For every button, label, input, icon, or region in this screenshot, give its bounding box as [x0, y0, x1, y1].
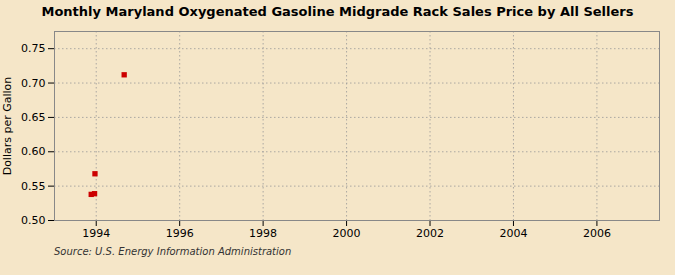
svg-text:2004: 2004 [499, 227, 527, 240]
svg-text:1998: 1998 [249, 227, 277, 240]
svg-text:2000: 2000 [333, 227, 361, 240]
svg-text:0.55: 0.55 [21, 180, 46, 193]
svg-text:1996: 1996 [166, 227, 194, 240]
html-text:Monthly Maryland Oxygenated Ga: Monthly Maryland Oxygenated Gasoline Mid… [41, 4, 634, 19]
svg-text:0.65: 0.65 [21, 111, 46, 124]
svg-text:0.75: 0.75 [21, 42, 46, 55]
svg-text:Dollars per Gallon: Dollars per Gallon [1, 77, 14, 176]
html-text:Source: U.S. Energy Informatio: Source: U.S. Energy Information Administ… [54, 246, 292, 257]
svg-text:0.60: 0.60 [21, 145, 46, 158]
svg-text:1994: 1994 [82, 227, 110, 240]
svg-text:2002: 2002 [416, 227, 444, 240]
svg-text:2006: 2006 [583, 227, 611, 240]
svg-text:0.70: 0.70 [21, 77, 46, 90]
svg-text:0.50: 0.50 [21, 214, 46, 227]
